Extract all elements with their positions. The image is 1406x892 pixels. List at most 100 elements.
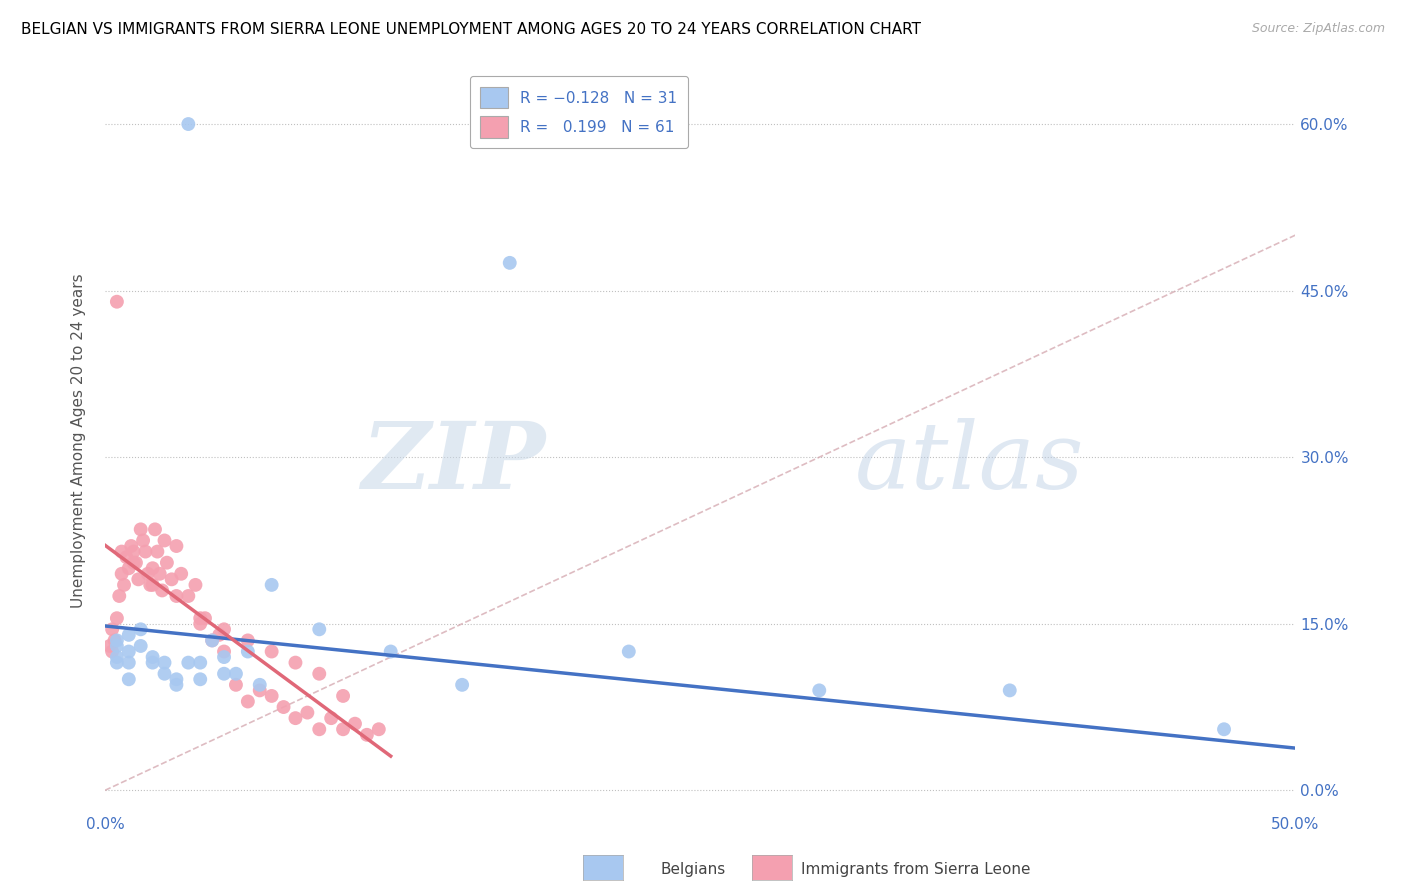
Point [308,623,330,637]
Point [165,673,187,687]
Point [165,589,187,603]
Point [139,578,162,592]
Text: Belgians: Belgians [661,863,725,877]
Point [184,578,207,592]
Point [149,566,172,581]
Text: BELGIAN VS IMMIGRANTS FROM SIERRA LEONE UNEMPLOYMENT AMONG AGES 20 TO 24 YEARS C: BELGIAN VS IMMIGRANTS FROM SIERRA LEONE … [21,22,921,37]
Point [127,572,149,586]
Point [297,706,319,720]
Point [129,639,152,653]
Point [308,666,330,681]
Point [273,700,295,714]
Point [249,678,271,692]
Point [153,666,176,681]
Point [225,678,247,692]
Point [188,656,211,670]
Point [142,656,165,670]
Point [194,611,217,625]
Point [156,556,179,570]
Point [101,623,124,637]
Point [165,539,187,553]
Point [146,544,169,558]
Point [208,628,231,642]
Text: Source: ZipAtlas.com: Source: ZipAtlas.com [1251,22,1385,36]
Point [111,544,134,558]
Point [284,711,307,725]
Point [105,656,128,670]
Point [105,633,128,648]
Point [153,656,176,670]
Y-axis label: Unemployment Among Ages 20 to 24 years: Unemployment Among Ages 20 to 24 years [72,273,86,607]
Point [129,623,152,637]
Point [118,644,141,658]
Point [212,650,235,665]
Point [108,589,131,603]
Point [236,644,259,658]
Point [260,578,283,592]
Point [617,644,640,658]
Point [142,578,165,592]
Point [112,578,135,592]
Point [150,583,173,598]
Point [212,623,235,637]
Point [321,711,343,725]
Point [998,683,1021,698]
Point [201,633,224,648]
Point [225,666,247,681]
Point [118,673,141,687]
Point [212,644,235,658]
Point [129,522,152,536]
Point [136,566,159,581]
Point [142,561,165,575]
Point [160,572,183,586]
Point [134,544,156,558]
Point [188,611,211,625]
Point [284,656,307,670]
Point [105,611,128,625]
Point [105,639,128,653]
Point [260,689,283,703]
Point [356,728,378,742]
Point [115,550,138,565]
Point [142,650,165,665]
Text: atlas: atlas [855,417,1084,508]
Point [332,689,354,703]
Point [451,678,474,692]
Point [122,556,145,570]
Point [118,628,141,642]
Point [367,723,389,737]
Point [808,683,831,698]
Point [132,533,155,548]
Point [260,644,283,658]
Point [165,678,187,692]
Point [101,644,124,658]
Point [105,650,128,665]
Point [105,294,128,309]
Point [122,544,145,558]
Point [177,117,200,131]
Point [153,533,176,548]
Point [236,694,259,708]
Point [118,656,141,670]
Text: ZIP: ZIP [361,417,546,508]
Text: Immigrants from Sierra Leone: Immigrants from Sierra Leone [801,863,1031,877]
Point [212,666,235,681]
Point [98,639,121,653]
Point [499,256,522,270]
Point [118,561,141,575]
Point [343,716,366,731]
Point [380,644,402,658]
Point [332,723,354,737]
Point [1213,723,1236,737]
Point [177,589,200,603]
Point [177,656,200,670]
Point [111,566,134,581]
Point [170,566,193,581]
Point [308,723,330,737]
Point [236,633,259,648]
Point [120,539,142,553]
Point [201,633,224,648]
Point [188,616,211,631]
Point [143,522,166,536]
Point [249,683,271,698]
